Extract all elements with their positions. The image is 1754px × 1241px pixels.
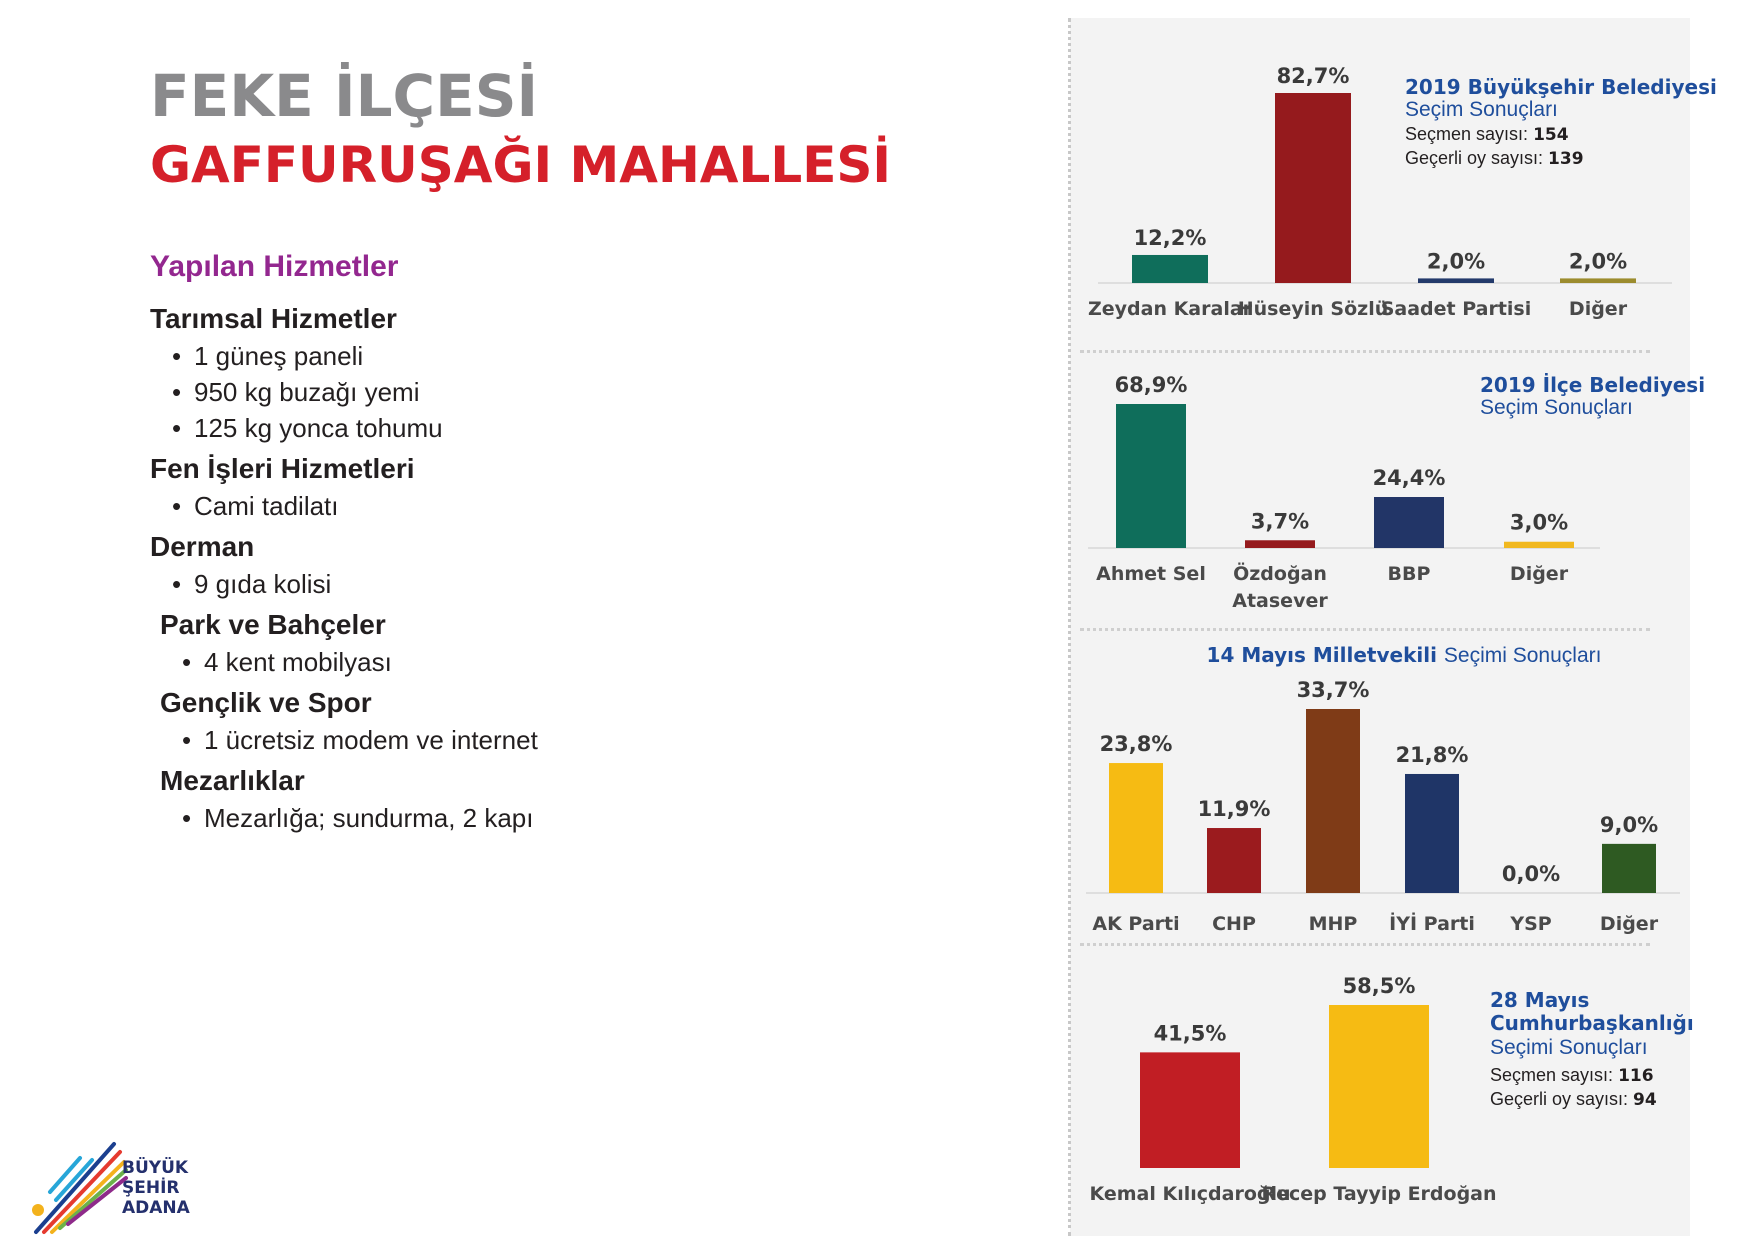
data-label: 41,5% bbox=[1154, 1021, 1227, 1045]
category-title: Tarımsal Hizmetler bbox=[150, 303, 397, 334]
category-label: Hüseyin Sözlü bbox=[1238, 298, 1389, 320]
data-label: 82,7% bbox=[1277, 64, 1350, 88]
chart-title: 28 Mayıs bbox=[1490, 988, 1589, 1012]
chart-subtitle: Seçimi Sonuçları bbox=[1490, 1036, 1648, 1059]
service-item: 9 gıda kolisi bbox=[172, 566, 930, 602]
panel-divider bbox=[1068, 18, 1071, 1236]
info-line: Geçerli oy sayısı: 94 bbox=[1490, 1089, 1657, 1110]
category-title: Mezarlıklar bbox=[160, 765, 305, 796]
bar bbox=[1207, 828, 1261, 893]
bar bbox=[1374, 497, 1444, 548]
service-item: 1 ücretsiz modem ve internet bbox=[182, 722, 930, 758]
section-divider bbox=[1080, 628, 1650, 631]
info-line: Seçmen sayısı: 154 bbox=[1405, 124, 1569, 145]
category-label: Özdoğan bbox=[1233, 561, 1327, 585]
bar bbox=[1560, 278, 1636, 283]
services-heading: Yapılan Hizmetler bbox=[150, 250, 399, 283]
bar bbox=[1245, 540, 1315, 548]
category-label: Diğer bbox=[1510, 563, 1569, 585]
category-title: Gençlik ve Spor bbox=[160, 687, 372, 718]
district-title: FEKE İLÇESİ bbox=[150, 62, 539, 130]
bar bbox=[1132, 254, 1208, 283]
services-list: Tarımsal Hizmetler 1 güneş paneli 950 kg… bbox=[150, 300, 930, 840]
chart-title: Cumhurbaşkanlığı bbox=[1490, 1011, 1694, 1035]
category-title: Derman bbox=[150, 531, 255, 562]
category-label: Ahmet Sel bbox=[1096, 563, 1206, 585]
section-divider bbox=[1080, 350, 1650, 353]
data-label: 9,0% bbox=[1600, 813, 1658, 837]
category-label: CHP bbox=[1212, 913, 1256, 935]
bar bbox=[1109, 763, 1163, 893]
data-label: 0,0% bbox=[1502, 862, 1560, 886]
service-item: Mezarlığa; sundurma, 2 kapı bbox=[182, 800, 930, 836]
bar bbox=[1504, 541, 1574, 548]
bar bbox=[1140, 1052, 1240, 1168]
service-category: Fen İşleri Hizmetleri Cami tadilatı bbox=[150, 450, 930, 524]
service-item: 1 güneş paneli bbox=[172, 338, 930, 374]
category-label: Diğer bbox=[1600, 913, 1659, 935]
bar bbox=[1405, 773, 1459, 893]
data-label: 12,2% bbox=[1134, 226, 1207, 250]
category-label: BBP bbox=[1388, 563, 1431, 585]
service-item: 950 kg buzağı yemi bbox=[172, 374, 930, 410]
service-category: Mezarlıklar Mezarlığa; sundurma, 2 kapı bbox=[150, 762, 930, 836]
category-title: Fen İşleri Hizmetleri bbox=[150, 453, 415, 484]
chart-subtitle: Seçim Sonuçları bbox=[1405, 98, 1558, 121]
bar bbox=[1418, 278, 1494, 283]
service-item: Cami tadilatı bbox=[172, 488, 930, 524]
neighborhood-title: GAFFURUŞAĞI MAHALLESİ bbox=[150, 136, 891, 194]
service-item: 4 kent mobilyası bbox=[182, 644, 930, 680]
service-category: Tarımsal Hizmetler 1 güneş paneli 950 kg… bbox=[150, 300, 930, 446]
bar bbox=[1275, 93, 1351, 283]
chart-title: 2019 Büyükşehir Belediyesi bbox=[1405, 75, 1717, 99]
category-title: Park ve Bahçeler bbox=[160, 609, 386, 640]
bar bbox=[1602, 843, 1656, 893]
section-divider bbox=[1080, 943, 1650, 946]
info-line: Geçerli oy sayısı: 139 bbox=[1405, 148, 1584, 169]
data-label: 3,7% bbox=[1251, 509, 1309, 533]
data-label: 21,8% bbox=[1396, 743, 1469, 767]
info-line: Seçmen sayısı: 116 bbox=[1490, 1065, 1654, 1086]
category-label: Kemal Kılıçdaroğlu bbox=[1089, 1183, 1290, 1205]
service-category: Derman 9 gıda kolisi bbox=[150, 528, 930, 602]
data-label: 24,4% bbox=[1373, 466, 1446, 490]
bar bbox=[1329, 1005, 1429, 1168]
data-label: 23,8% bbox=[1100, 732, 1173, 756]
category-label: YSP bbox=[1509, 913, 1551, 935]
data-label: 58,5% bbox=[1343, 974, 1416, 998]
category-label: Saadet Partisi bbox=[1381, 298, 1532, 320]
service-category: Park ve Bahçeler 4 kent mobilyası bbox=[150, 606, 930, 680]
service-item: 125 kg yonca tohumu bbox=[172, 410, 930, 446]
category-label: İYİ Parti bbox=[1389, 911, 1475, 935]
data-label: 2,0% bbox=[1569, 249, 1627, 273]
data-label: 2,0% bbox=[1427, 249, 1485, 273]
chart-title: 2019 İlçe Belediyesi bbox=[1480, 373, 1705, 397]
chart-subtitle: Seçim Sonuçları bbox=[1480, 396, 1633, 419]
category-label: Diğer bbox=[1569, 298, 1628, 320]
category-label: MHP bbox=[1309, 913, 1358, 935]
data-label: 3,0% bbox=[1510, 511, 1568, 535]
bar bbox=[1306, 709, 1360, 893]
logo-stripes-icon bbox=[32, 1142, 128, 1234]
data-label: 33,7% bbox=[1297, 678, 1370, 702]
service-category: Gençlik ve Spor 1 ücretsiz modem ve inte… bbox=[150, 684, 930, 758]
category-label: Atasever bbox=[1232, 590, 1328, 612]
logo-text: BÜYÜK ŞEHİR ADANA bbox=[122, 1158, 190, 1218]
bar bbox=[1116, 404, 1186, 548]
category-label: Zeydan Karalar bbox=[1088, 298, 1253, 320]
data-label: 68,9% bbox=[1115, 373, 1188, 397]
data-label: 11,9% bbox=[1198, 797, 1271, 821]
category-label: Recep Tayyip Erdoğan bbox=[1261, 1183, 1496, 1205]
category-label: AK Parti bbox=[1092, 913, 1179, 935]
chart-title: 14 Mayıs Milletvekili Seçimi Sonuçları bbox=[1207, 643, 1602, 667]
